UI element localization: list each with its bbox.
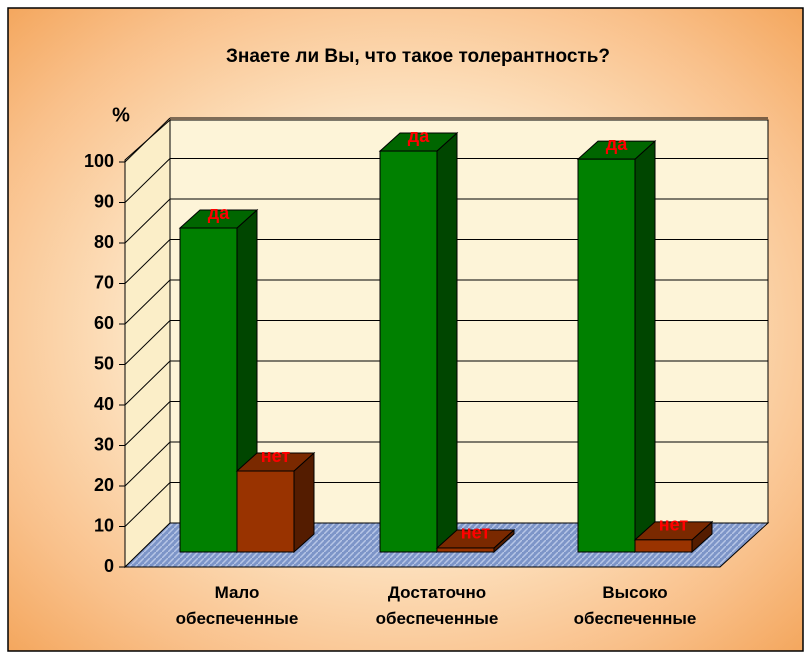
- bar: [634, 539, 693, 553]
- data-label: нет: [261, 446, 291, 466]
- grid-line: [124, 482, 171, 527]
- x-tick-label: Достаточно обеспеченные: [375, 583, 499, 628]
- bar: [179, 227, 238, 553]
- x-tick-label: Высоко обеспеченные: [573, 583, 697, 628]
- grid-line: [124, 198, 171, 244]
- grid-line: [124, 117, 171, 163]
- y-tick-label: 90: [94, 191, 114, 211]
- data-label: нет: [659, 515, 689, 535]
- y-tick-label: 80: [94, 232, 114, 252]
- y-axis-label: %: [112, 104, 130, 126]
- grid-line: [124, 279, 171, 325]
- bar-side: [634, 140, 656, 554]
- bar: [436, 547, 495, 553]
- y-tick-label: 70: [94, 272, 114, 292]
- chart-title: Знаете ли Вы, что такое толерантность?: [226, 46, 610, 67]
- data-label: да: [208, 203, 230, 223]
- y-tick-label: 30: [94, 434, 114, 454]
- bar-side: [436, 131, 458, 554]
- y-tick-label: 20: [94, 475, 114, 495]
- bar: [577, 158, 636, 553]
- y-tick-label: 0: [104, 556, 114, 576]
- x-tick-label: Мало обеспеченные: [175, 583, 299, 628]
- grid-line: [124, 158, 171, 203]
- y-tick-label: 60: [94, 313, 114, 333]
- grid-line: [124, 239, 171, 284]
- data-label: нет: [461, 523, 491, 543]
- y-tick-label: 50: [94, 353, 114, 373]
- side-wall: [124, 118, 171, 569]
- grid-line: [124, 320, 171, 365]
- y-tick-label: 40: [94, 394, 114, 414]
- y-tick-label: 100: [84, 151, 114, 171]
- grid-line: [124, 401, 171, 446]
- bar: [236, 470, 295, 553]
- data-label: да: [606, 134, 628, 154]
- grid-line: [124, 441, 171, 487]
- grid-line: [124, 360, 171, 406]
- data-label: да: [408, 126, 430, 146]
- bar: [379, 150, 438, 553]
- y-tick-label: 10: [94, 515, 114, 535]
